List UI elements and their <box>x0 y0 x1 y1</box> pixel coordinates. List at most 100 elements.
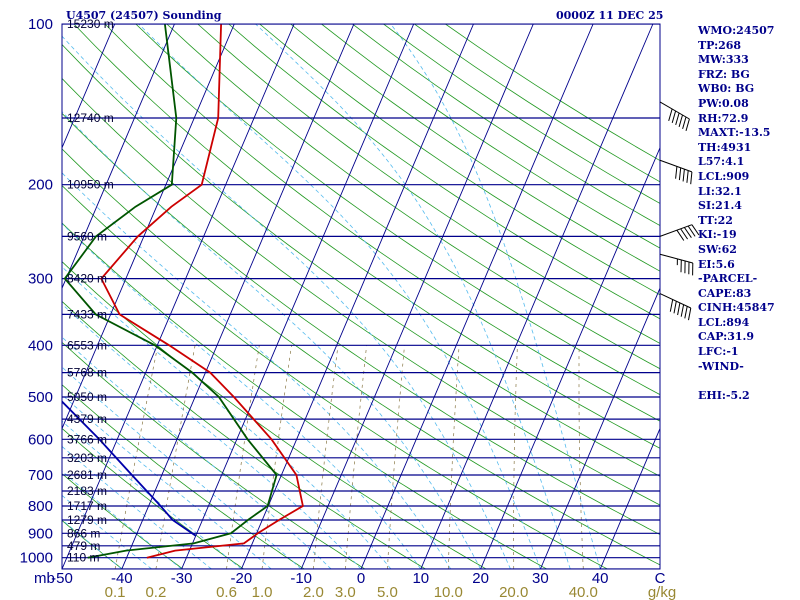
height-label: 3203 m <box>67 451 107 465</box>
wind-barb-staff <box>659 293 692 309</box>
dry-adiabat <box>135 24 660 396</box>
height-label: 2681 m <box>67 468 107 482</box>
wind-barb-feather <box>678 167 682 181</box>
isotherm <box>62 24 235 430</box>
dry-adiabat <box>62 77 660 506</box>
moist-adiabat <box>62 35 511 569</box>
dry-adiabat <box>62 112 660 535</box>
mixing-ratio-label: 5.0 <box>377 584 398 600</box>
height-label: 1717 m <box>67 499 107 513</box>
dry-adiabat <box>62 427 244 569</box>
stat-item: LI:32.1 <box>698 184 742 198</box>
stat-item: EI:5.6 <box>698 257 735 271</box>
pressure-tick-label: 700 <box>28 467 53 484</box>
dry-adiabat <box>62 519 123 569</box>
stat-item: MW:333 <box>698 53 749 67</box>
pressure-tick-label: 300 <box>28 271 53 288</box>
profile-line-2 <box>62 400 197 537</box>
isotherm <box>360 24 594 569</box>
moist-adiabat <box>62 110 481 569</box>
dry-adiabat <box>228 24 660 320</box>
temperature-tick-label: -20 <box>231 570 253 587</box>
temperature-tick-label: 0 <box>357 570 365 587</box>
dry-adiabat <box>62 185 608 569</box>
wind-barb-feather <box>685 118 690 132</box>
pressure-tick-label: 1000 <box>20 550 53 567</box>
moist-adiabat <box>62 336 332 569</box>
isotherm <box>300 24 534 569</box>
height-label: 8420 m <box>67 272 107 286</box>
wind-barb-feather <box>687 225 696 237</box>
stat-item: KI:-19 <box>698 228 737 242</box>
stats-panel: WMO:24507 TP:268 MW:333 FRZ: BG WB0: BG PW:0.… <box>698 24 775 403</box>
dry-adiabat <box>290 24 660 272</box>
pressure-tick-label: 200 <box>28 177 53 194</box>
isotherm <box>420 24 654 569</box>
mixing-ratio-label: 0.2 <box>145 584 166 600</box>
mixing-ratio-label: 20.0 <box>499 584 528 600</box>
dry-adiabat <box>0 24 1 569</box>
isotherm <box>62 24 295 569</box>
stat-item: FRZ: BG <box>698 67 750 81</box>
wind-barb-staff <box>659 224 693 237</box>
wind-barb-feather <box>680 228 689 240</box>
temperature-unit-label: C <box>655 570 666 587</box>
stat-item: MAXT:-13.5 <box>698 126 771 140</box>
pressure-tick-label: 100 <box>28 16 53 33</box>
wind-barb-feather <box>669 299 674 312</box>
temperature-tick-label: 10 <box>412 570 429 587</box>
profile-line-0 <box>100 24 304 559</box>
mixing-ratio-line <box>226 345 260 569</box>
temperature-tick-label: -30 <box>171 570 193 587</box>
dry-adiabat <box>62 384 305 569</box>
height-label: 7433 m <box>67 307 107 321</box>
pressure-tick-label: 500 <box>28 389 53 406</box>
wind-barb-staff <box>659 253 693 264</box>
height-label: 110 m <box>67 551 99 565</box>
wind-barb-feather <box>673 301 677 314</box>
wind-barb <box>659 101 690 132</box>
isotherm <box>62 24 175 290</box>
wind-barb <box>659 159 693 185</box>
temperature-tick-label: 30 <box>532 570 549 587</box>
wind-barb-feather <box>675 112 680 126</box>
temperature-tick-label: 40 <box>592 570 609 587</box>
mixing-ratio-line <box>155 345 196 569</box>
height-label: 12740 m <box>67 111 114 125</box>
wind-barb-feather <box>688 307 692 321</box>
pressure-unit-label: mb <box>34 570 55 587</box>
pressure-tick-label: 800 <box>28 498 53 515</box>
wind-barb-feather <box>686 170 689 183</box>
moist-adiabat <box>62 172 452 569</box>
isotherm <box>240 24 474 569</box>
wind-barb <box>659 253 694 276</box>
moist-adiabat <box>62 223 422 569</box>
height-label: 3766 m <box>67 432 107 446</box>
isotherm <box>480 146 660 569</box>
dry-adiabat <box>73 24 660 449</box>
stat-item: CAP:31.9 <box>698 330 755 344</box>
isotherm <box>62 24 116 149</box>
stat-item: PW:0.08 <box>698 96 749 110</box>
moist-adiabat <box>62 519 123 569</box>
wind-barb-feather <box>684 306 688 319</box>
height-label: 5768 m <box>67 366 107 380</box>
wind-barb-staff <box>659 101 690 120</box>
mixing-ratio-label: 2.0 <box>303 584 324 600</box>
mixing-ratio-label: 0.1 <box>105 584 126 600</box>
mixing-ratio-line <box>447 345 460 569</box>
dry-adiabat <box>104 24 660 422</box>
station-title: U4507 (24507) Sounding <box>66 9 222 22</box>
stat-item: TH:4931 <box>698 140 752 154</box>
wind-barb-feather <box>668 108 673 122</box>
moist-adiabat <box>138 24 541 569</box>
dry-adiabat <box>0 24 62 569</box>
stat-item: WB0: BG <box>698 82 755 96</box>
profile-line-1 <box>63 24 278 559</box>
temperature-tick-label: -10 <box>290 570 312 587</box>
stat-item: WMO:24507 <box>698 24 775 37</box>
mixing-ratio-line <box>313 345 339 569</box>
mixing-ratio-label: 0.6 <box>216 584 237 600</box>
dry-adiabat <box>259 24 660 296</box>
